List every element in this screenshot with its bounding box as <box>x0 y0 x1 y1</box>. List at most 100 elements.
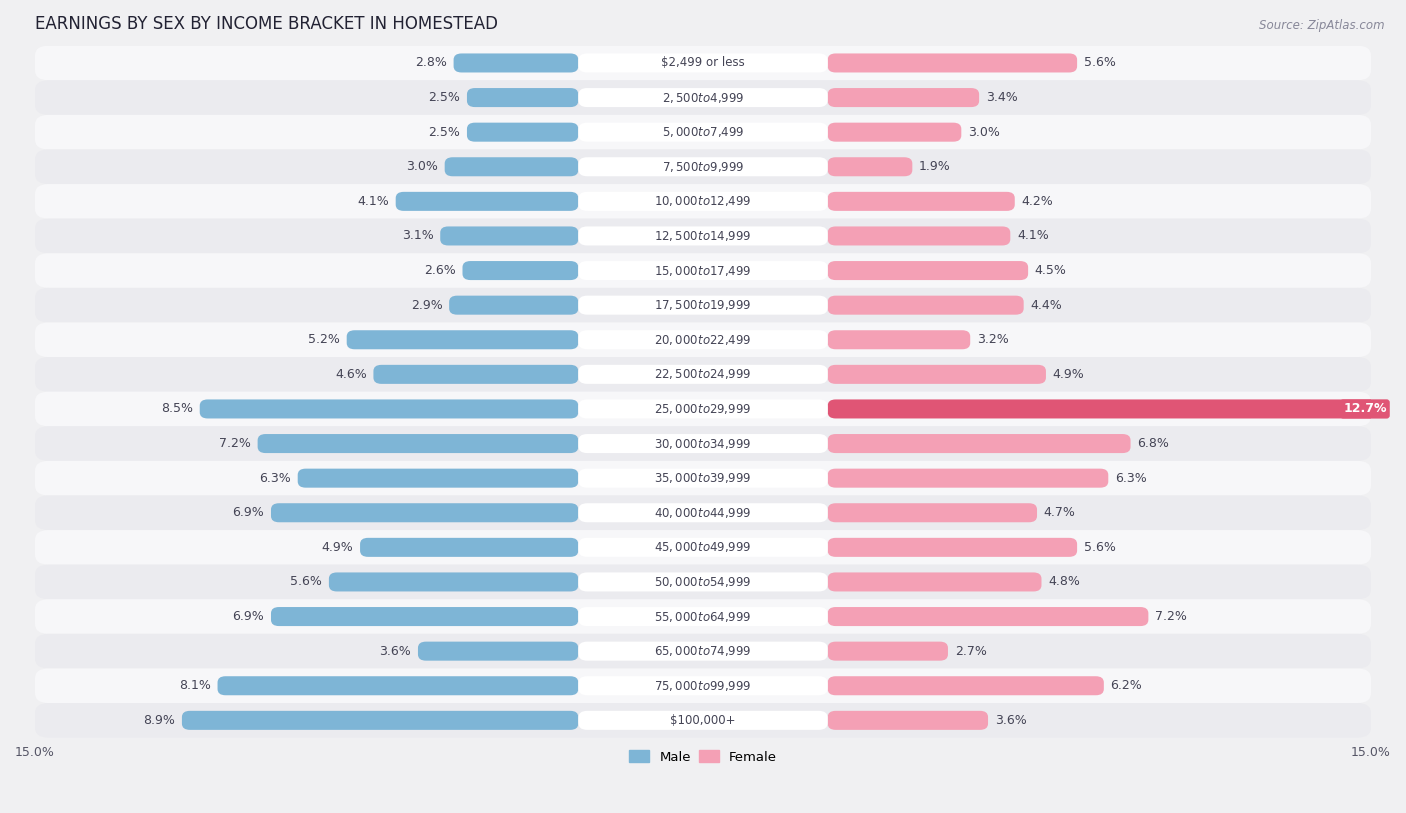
FancyBboxPatch shape <box>828 538 1077 557</box>
Text: 2.7%: 2.7% <box>955 645 987 658</box>
Text: $45,000 to $49,999: $45,000 to $49,999 <box>654 541 752 554</box>
FancyBboxPatch shape <box>35 46 1371 80</box>
Text: 1.9%: 1.9% <box>920 160 950 173</box>
Text: $25,000 to $29,999: $25,000 to $29,999 <box>654 402 752 416</box>
FancyBboxPatch shape <box>35 150 1371 184</box>
FancyBboxPatch shape <box>828 641 948 661</box>
FancyBboxPatch shape <box>463 261 578 280</box>
FancyBboxPatch shape <box>467 88 578 107</box>
Text: $2,499 or less: $2,499 or less <box>661 56 745 69</box>
FancyBboxPatch shape <box>578 503 828 522</box>
FancyBboxPatch shape <box>828 330 970 350</box>
Text: $17,500 to $19,999: $17,500 to $19,999 <box>654 298 752 312</box>
FancyBboxPatch shape <box>35 703 1371 737</box>
Text: $2,500 to $4,999: $2,500 to $4,999 <box>662 90 744 105</box>
Text: $50,000 to $54,999: $50,000 to $54,999 <box>654 575 752 589</box>
FancyBboxPatch shape <box>35 461 1371 495</box>
FancyBboxPatch shape <box>828 503 1038 522</box>
Legend: Male, Female: Male, Female <box>624 746 782 769</box>
Text: 3.2%: 3.2% <box>977 333 1008 346</box>
FancyBboxPatch shape <box>35 115 1371 150</box>
Text: 8.9%: 8.9% <box>143 714 176 727</box>
FancyBboxPatch shape <box>347 330 578 350</box>
Text: 2.6%: 2.6% <box>425 264 456 277</box>
FancyBboxPatch shape <box>578 572 828 592</box>
Text: 2.5%: 2.5% <box>429 91 460 104</box>
Text: 6.3%: 6.3% <box>259 472 291 485</box>
Text: $20,000 to $22,499: $20,000 to $22,499 <box>654 333 752 347</box>
Text: 4.1%: 4.1% <box>357 195 389 208</box>
FancyBboxPatch shape <box>828 399 1393 419</box>
FancyBboxPatch shape <box>828 711 988 730</box>
FancyBboxPatch shape <box>35 426 1371 461</box>
Text: $22,500 to $24,999: $22,500 to $24,999 <box>654 367 752 381</box>
FancyBboxPatch shape <box>35 530 1371 565</box>
Text: Source: ZipAtlas.com: Source: ZipAtlas.com <box>1260 19 1385 32</box>
Text: $10,000 to $12,499: $10,000 to $12,499 <box>654 194 752 208</box>
FancyBboxPatch shape <box>418 641 578 661</box>
FancyBboxPatch shape <box>828 261 1028 280</box>
Text: 4.4%: 4.4% <box>1031 298 1062 311</box>
Text: $5,000 to $7,499: $5,000 to $7,499 <box>662 125 744 139</box>
Text: 3.0%: 3.0% <box>406 160 439 173</box>
Text: 3.6%: 3.6% <box>380 645 412 658</box>
FancyBboxPatch shape <box>828 296 1024 315</box>
Text: $75,000 to $99,999: $75,000 to $99,999 <box>654 679 752 693</box>
FancyBboxPatch shape <box>828 192 1015 211</box>
FancyBboxPatch shape <box>578 399 828 419</box>
Text: 2.5%: 2.5% <box>429 126 460 139</box>
Text: 5.6%: 5.6% <box>290 576 322 589</box>
FancyBboxPatch shape <box>454 54 578 72</box>
Text: 4.1%: 4.1% <box>1017 229 1049 242</box>
FancyBboxPatch shape <box>578 227 828 246</box>
FancyBboxPatch shape <box>35 254 1371 288</box>
Text: $55,000 to $64,999: $55,000 to $64,999 <box>654 610 752 624</box>
FancyBboxPatch shape <box>578 192 828 211</box>
FancyBboxPatch shape <box>395 192 578 211</box>
Text: 5.6%: 5.6% <box>1084 56 1116 69</box>
FancyBboxPatch shape <box>35 495 1371 530</box>
FancyBboxPatch shape <box>828 468 1108 488</box>
Text: $7,500 to $9,999: $7,500 to $9,999 <box>662 160 744 174</box>
FancyBboxPatch shape <box>828 365 1046 384</box>
FancyBboxPatch shape <box>828 676 1104 695</box>
Text: 3.4%: 3.4% <box>986 91 1018 104</box>
FancyBboxPatch shape <box>444 157 578 176</box>
FancyBboxPatch shape <box>35 288 1371 323</box>
FancyBboxPatch shape <box>35 357 1371 392</box>
FancyBboxPatch shape <box>828 607 1149 626</box>
FancyBboxPatch shape <box>578 434 828 453</box>
Text: 7.2%: 7.2% <box>1156 610 1187 623</box>
FancyBboxPatch shape <box>181 711 578 730</box>
Text: 8.1%: 8.1% <box>179 679 211 692</box>
FancyBboxPatch shape <box>578 641 828 661</box>
FancyBboxPatch shape <box>257 434 578 453</box>
Text: $65,000 to $74,999: $65,000 to $74,999 <box>654 644 752 659</box>
FancyBboxPatch shape <box>828 227 1011 246</box>
Text: 4.5%: 4.5% <box>1035 264 1067 277</box>
Text: 4.2%: 4.2% <box>1021 195 1053 208</box>
FancyBboxPatch shape <box>374 365 578 384</box>
Text: 3.6%: 3.6% <box>994 714 1026 727</box>
FancyBboxPatch shape <box>828 434 1130 453</box>
FancyBboxPatch shape <box>828 54 1077 72</box>
FancyBboxPatch shape <box>35 565 1371 599</box>
Text: 4.7%: 4.7% <box>1043 506 1076 520</box>
FancyBboxPatch shape <box>35 219 1371 254</box>
FancyBboxPatch shape <box>578 261 828 280</box>
Text: 2.8%: 2.8% <box>415 56 447 69</box>
Text: 5.2%: 5.2% <box>308 333 340 346</box>
FancyBboxPatch shape <box>449 296 578 315</box>
Text: $15,000 to $17,499: $15,000 to $17,499 <box>654 263 752 277</box>
Text: 7.2%: 7.2% <box>219 437 250 450</box>
FancyBboxPatch shape <box>578 538 828 557</box>
FancyBboxPatch shape <box>578 365 828 384</box>
Text: 3.1%: 3.1% <box>402 229 433 242</box>
FancyBboxPatch shape <box>578 157 828 176</box>
FancyBboxPatch shape <box>35 392 1371 426</box>
FancyBboxPatch shape <box>329 572 578 592</box>
FancyBboxPatch shape <box>578 711 828 730</box>
FancyBboxPatch shape <box>35 599 1371 634</box>
Text: 4.8%: 4.8% <box>1047 576 1080 589</box>
FancyBboxPatch shape <box>828 572 1042 592</box>
